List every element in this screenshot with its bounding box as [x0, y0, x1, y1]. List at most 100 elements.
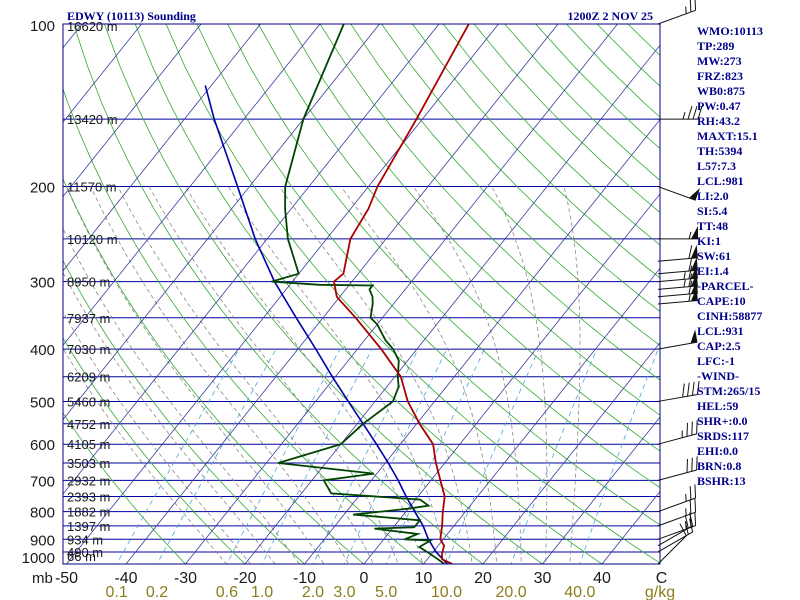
- dry-adiabat: [165, 24, 660, 564]
- wind-barb-flag: [684, 514, 689, 529]
- mixing-ratio-tick-label: 0.2: [146, 584, 168, 600]
- height-label: 490 m: [67, 545, 103, 560]
- pressure-tick-label: 300: [30, 275, 55, 292]
- height-label: 8950 m: [67, 275, 110, 290]
- dry-adiabat: [63, 87, 424, 564]
- isotherm-line: [63, 24, 440, 495]
- dry-adiabat: [319, 24, 660, 381]
- sounding-index: EHI:0.0: [697, 444, 739, 458]
- wind-barb-flag: [692, 105, 698, 120]
- wind-barb-staff: [657, 525, 696, 540]
- wind-barb-staff: [657, 469, 697, 481]
- wind-barb: [657, 498, 697, 527]
- wind-barb: [657, 484, 697, 513]
- dry-adiabat: [73, 24, 484, 564]
- wind-barb-staff: [657, 497, 696, 513]
- wind-barb: [657, 244, 698, 262]
- plot-frame: [62, 23, 661, 565]
- wind-barb-staff: [657, 341, 698, 350]
- wind-barb-staff: [657, 285, 698, 290]
- wind-barb: [658, 225, 698, 240]
- wind-barb: [658, 105, 703, 120]
- sounding-index: L57:7.3: [697, 159, 736, 173]
- isotherm-line: [63, 24, 321, 346]
- mixing-ratio-line: [261, 348, 373, 564]
- sounding-index: STM:265/15: [697, 384, 761, 398]
- mixing-ratio-tick-label: 3.0: [333, 584, 355, 600]
- isotherm-line: [0, 24, 23, 564]
- sounding-time: 1200Z 2 NOV 25: [568, 9, 653, 23]
- sounding-traces: [204, 24, 470, 564]
- mixing-ratio-tick-label: 40.0: [564, 584, 595, 600]
- sounding-index: -WIND-: [697, 369, 739, 383]
- sounding-index: WMO:10113: [697, 24, 763, 38]
- sounding-title: EDWY (10113) Sounding: [67, 9, 196, 23]
- mixing-ratio-line: [385, 348, 485, 564]
- wind-barb-flag: [688, 257, 693, 272]
- sounding-index: FRZ:823: [697, 69, 743, 83]
- sounding-index: SRDS:117: [697, 429, 750, 443]
- sounding-index: TT:48: [697, 219, 729, 233]
- sounding-index: RH:43.2: [697, 114, 740, 128]
- dry-adiabat: [196, 24, 660, 526]
- moist-adiabat: [65, 186, 325, 564]
- height-label: 11570 m: [67, 180, 117, 195]
- wind-barb-flag: [689, 0, 692, 13]
- height-label: 2393 m: [67, 490, 110, 505]
- isotherm-line: [244, 44, 660, 564]
- moist-adiabat: [117, 186, 374, 564]
- temperature-tick-label: -50: [55, 570, 78, 587]
- height-label: 16620 m: [67, 19, 118, 34]
- temperature-tick-label: 20: [474, 570, 492, 587]
- mixing-ratio-unit-label: g/kg: [645, 584, 675, 600]
- mixing-ratio-line: [445, 348, 540, 564]
- isotherm-line: [304, 118, 660, 564]
- wind-barb-half-flag: [688, 231, 692, 240]
- height-label: 3503 m: [67, 456, 110, 471]
- dry-adiabat: [63, 259, 305, 564]
- wind-barb: [657, 329, 698, 350]
- sounding-index: CINH:58877: [697, 309, 763, 323]
- wind-barb: [657, 0, 697, 25]
- mixing-ratio-line: [510, 348, 598, 564]
- wind-barb-flag: [682, 383, 685, 398]
- sounding-index: LCL:931: [697, 324, 744, 338]
- thermo-grid: [0, 24, 660, 564]
- wind-barb: [657, 512, 697, 540]
- wind-barb: [657, 186, 701, 201]
- temperature-tick-label: -40: [114, 570, 137, 587]
- wind-barb-staff: [657, 531, 693, 553]
- temperature-tick-label: 0: [360, 570, 369, 587]
- mixing-ratio-line: [579, 348, 659, 564]
- axis-labels: 16620 m 13420 m 11570 m 10120 m 8950 m 7937 m…: [22, 18, 676, 600]
- dewpoint-trace: [271, 24, 445, 564]
- sounding-index: EI:1.4: [697, 264, 729, 278]
- dry-adiabat: [442, 24, 660, 246]
- moist-adiabat: [413, 186, 522, 564]
- isotherm-line: [423, 267, 660, 564]
- wind-barb-flag: [694, 498, 697, 513]
- dry-adiabat: [63, 177, 365, 564]
- mixing-ratio-tick-label: 0.1: [106, 584, 128, 600]
- pressure-tick-label: 800: [30, 505, 55, 522]
- wind-barb-half-flag: [685, 6, 687, 14]
- temperature-tick-label: 30: [534, 570, 552, 587]
- wind-barb-half-flag: [683, 272, 686, 280]
- isotherm-line: [125, 24, 559, 564]
- pressure-tick-label: 1000: [22, 550, 55, 567]
- pressure-tick-label: 100: [30, 18, 55, 35]
- pressure-tick-label: 900: [30, 532, 55, 549]
- wind-barb-flag: [688, 245, 693, 259]
- wind-barb-staff: [657, 511, 696, 527]
- sounding-index: SI:5.4: [697, 204, 728, 218]
- sounding-index: SW:61: [697, 249, 732, 263]
- wind-barb-pennant: [689, 188, 701, 201]
- pressure-unit-label: mb: [32, 570, 53, 587]
- wind-barb-half-flag: [683, 279, 686, 288]
- temperature-tick-label: 10: [415, 570, 433, 587]
- isotherm-line: [63, 24, 202, 198]
- height-label: 10120 m: [67, 232, 118, 247]
- height-label: 13420 m: [67, 112, 118, 127]
- dry-adiabat: [258, 24, 660, 452]
- sounding-index: -PARCEL-: [697, 279, 754, 293]
